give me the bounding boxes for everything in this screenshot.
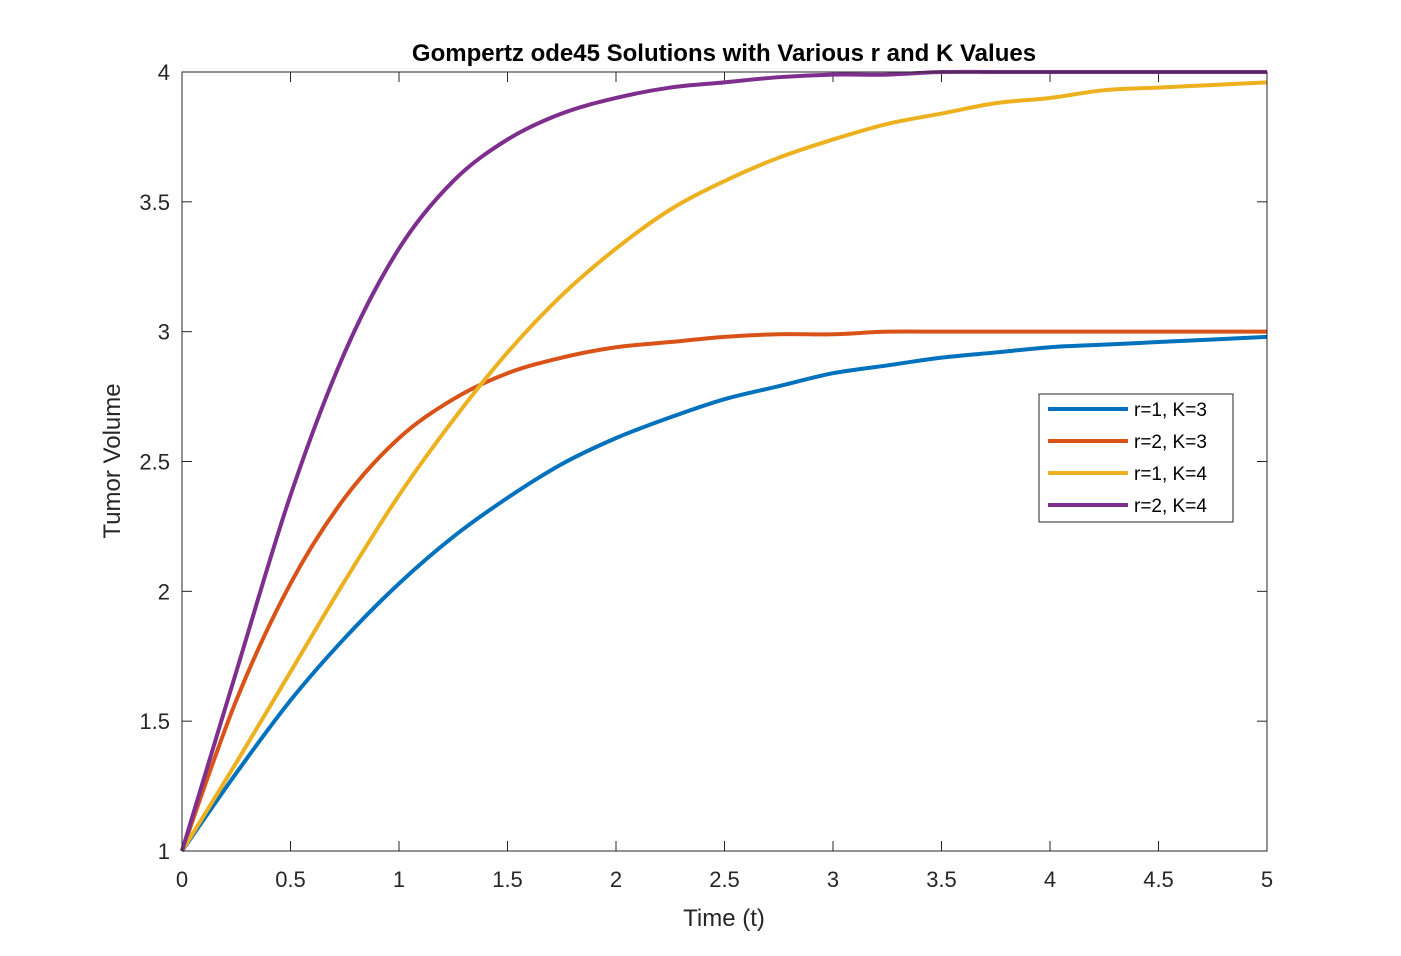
- y-tick-label: 1.5: [139, 709, 170, 734]
- x-tick-label: 1: [393, 867, 405, 892]
- legend-label: r=2, K=4: [1134, 496, 1207, 517]
- series-line-1: [180, 334, 1268, 853]
- x-tick-label: 3.5: [926, 867, 957, 892]
- chart-title: Gompertz ode45 Solutions with Various r …: [412, 40, 1036, 67]
- legend-label: r=2, K=3: [1134, 432, 1207, 453]
- x-tick-label: 3: [827, 867, 839, 892]
- x-tick-label: 5: [1261, 867, 1273, 892]
- series-line-2: [180, 329, 1267, 852]
- x-tick-label: 4.5: [1143, 867, 1174, 892]
- x-tick-label: 2.5: [709, 867, 740, 892]
- x-tick-label: 4: [1044, 867, 1056, 892]
- legend-label: r=1, K=4: [1134, 464, 1207, 485]
- x-tick-label: 2: [610, 867, 622, 892]
- y-tick-label: 4: [158, 60, 170, 85]
- plot-box: [181, 71, 1268, 852]
- x-tick-label: 1.5: [492, 867, 523, 892]
- legend: r=1, K=3 r=2, K=3 r=1, K=4 r=2, K=4: [1038, 393, 1234, 523]
- x-axis-label: Time (t): [683, 905, 765, 932]
- legend-box: [1038, 393, 1234, 523]
- y-tick-label: 3: [158, 320, 170, 345]
- y-axis-label: Tumor Volume: [99, 383, 126, 538]
- x-tick-label: 0: [176, 867, 188, 892]
- y-tick-label: 2.5: [139, 450, 170, 475]
- series-line-3: [180, 80, 1268, 853]
- x-tick-label: 0.5: [275, 867, 306, 892]
- legend-label: r=1, K=3: [1134, 400, 1207, 421]
- y-tick-label: 3.5: [139, 190, 170, 215]
- y-tick-label: 2: [158, 579, 170, 604]
- y-tick-label: 1: [158, 839, 170, 864]
